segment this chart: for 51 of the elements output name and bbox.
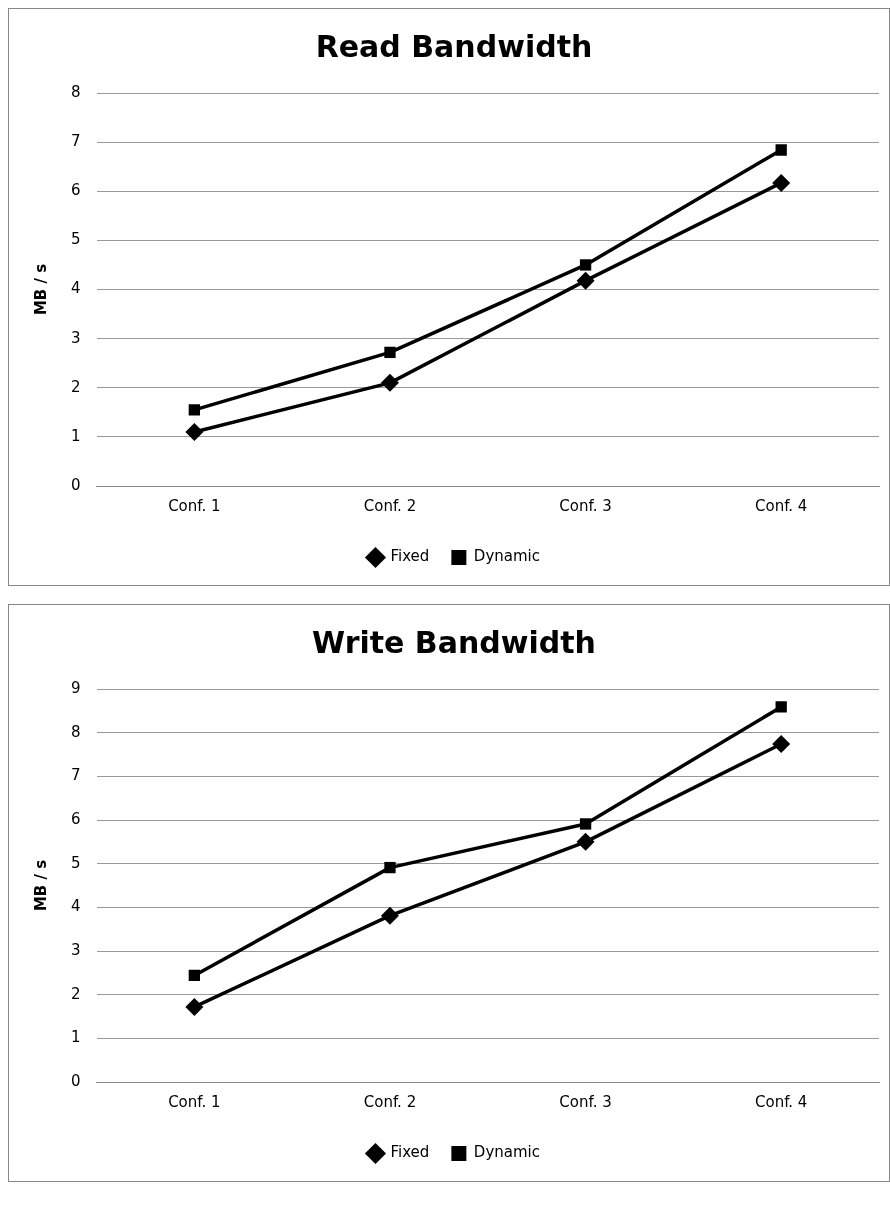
x-tick-label: Conf. 4 [754, 496, 808, 515]
chart-title: Read Bandwidth [315, 28, 593, 64]
point [579, 818, 592, 830]
x-tick-label: Conf. 1 [168, 1092, 221, 1111]
y-tick-label: 9 [71, 678, 81, 697]
point [188, 404, 201, 416]
legend-label: Fixed [390, 1143, 430, 1162]
point [576, 271, 595, 290]
y-tick-label: 7 [71, 766, 81, 785]
y-tick-label: 6 [71, 181, 81, 200]
x-tick-label: Conf. 3 [559, 496, 612, 515]
point [185, 422, 204, 441]
x-tick-label: Conf. 2 [363, 1092, 417, 1111]
x-tick-label: Conf. 4 [754, 1092, 808, 1111]
y-tick-label: 1 [71, 1028, 81, 1047]
point [188, 969, 201, 982]
y-axis-title: MB / s [31, 859, 50, 912]
y-tick-label: 2 [71, 984, 81, 1003]
point [384, 346, 396, 359]
point [384, 861, 396, 874]
point [775, 144, 787, 156]
y-tick-label: 7 [71, 132, 81, 151]
y-tick-label: 0 [71, 1071, 81, 1090]
y-tick-label: 4 [71, 897, 81, 916]
y-tick-label: 3 [71, 328, 81, 347]
y-tick-label: 8 [71, 722, 81, 741]
y-tick-label: 5 [71, 230, 81, 249]
chart-title: Write Bandwidth [312, 624, 596, 660]
legend-label: Dynamic [473, 547, 541, 566]
point [775, 701, 787, 713]
point [380, 906, 399, 925]
x-tick-label: Conf. 1 [168, 496, 221, 515]
legend-label: Fixed [390, 547, 430, 566]
point [185, 997, 204, 1016]
legend-label: Dynamic [473, 1143, 541, 1162]
y-tick-label: 0 [71, 475, 81, 494]
y-tick-label: 8 [71, 82, 81, 101]
y-axis-title: MB / s [31, 263, 50, 316]
y-tick-label: 1 [71, 426, 81, 445]
y-tick-label: 2 [71, 377, 81, 396]
point [772, 735, 791, 754]
x-tick-label: Conf. 3 [559, 1092, 612, 1111]
y-tick-label: 6 [71, 809, 81, 828]
point [380, 373, 399, 392]
y-tick-label: 4 [71, 279, 81, 298]
point [576, 832, 595, 851]
x-tick-label: Conf. 2 [363, 496, 417, 515]
y-tick-label: 3 [71, 940, 81, 959]
point [772, 173, 791, 192]
y-tick-label: 5 [71, 853, 81, 872]
point [579, 259, 592, 271]
